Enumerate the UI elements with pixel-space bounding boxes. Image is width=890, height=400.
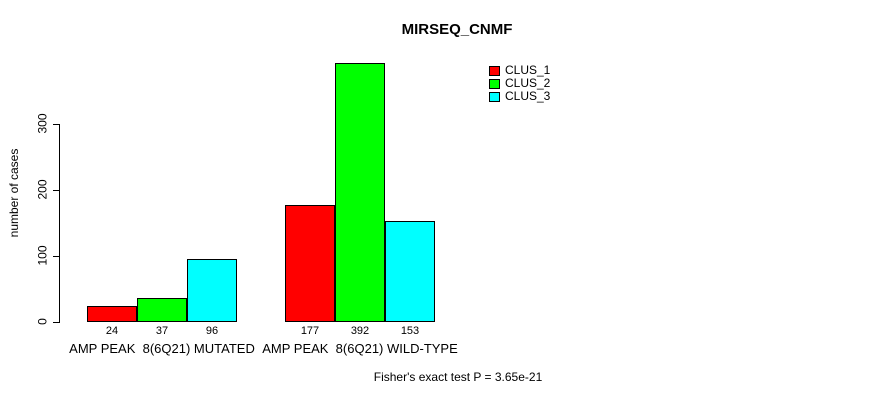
y-tick-mark (53, 124, 59, 125)
bar-value-label: 96 (205, 325, 219, 337)
y-tick-mark (53, 322, 59, 323)
x-group-label: AMP PEAK 8(6Q21) WILD-TYPE (262, 341, 458, 356)
bar-clus_1-group1 (87, 306, 137, 322)
bar-value-label: 392 (350, 325, 370, 337)
y-tick-label: 200 (35, 179, 50, 200)
bar-value-label: 153 (400, 325, 420, 337)
legend-label: CLUS_1 (505, 63, 551, 77)
y-tick-mark (53, 190, 59, 191)
bar-clus_3-group1 (187, 259, 237, 322)
y-tick-label: 300 (35, 113, 50, 134)
bar-clus_1-group2 (285, 205, 335, 322)
y-axis-title: number of cases (7, 148, 21, 238)
bar-clus_2-group1 (137, 298, 187, 322)
y-tick-mark (53, 256, 59, 257)
legend-swatch-clus_2 (489, 78, 500, 89)
legend-label: CLUS_3 (505, 89, 551, 103)
bar-clus_3-group2 (385, 221, 435, 322)
bar-value-label: 37 (155, 325, 169, 337)
fisher-test-annotation: Fisher's exact test P = 3.65e-21 (373, 370, 543, 384)
bar-clus_2-group2 (335, 63, 385, 322)
legend-item: CLUS_1 (489, 64, 550, 77)
legend-swatch-clus_1 (489, 65, 500, 76)
legend-item: CLUS_2 (489, 77, 550, 90)
legend-label: CLUS_2 (505, 76, 551, 90)
bar-value-label: 24 (105, 325, 119, 337)
y-axis-line (59, 124, 60, 323)
x-group-label: AMP PEAK 8(6Q21) MUTATED (69, 341, 255, 356)
chart-title: MIRSEQ_CNMF (401, 21, 513, 38)
legend: CLUS_1 CLUS_2 CLUS_3 (489, 64, 550, 103)
legend-item: CLUS_3 (489, 90, 550, 103)
legend-swatch-clus_3 (489, 91, 500, 102)
y-tick-label: 100 (35, 245, 50, 266)
bar-value-label: 177 (300, 325, 320, 337)
y-tick-label: 0 (35, 318, 50, 325)
